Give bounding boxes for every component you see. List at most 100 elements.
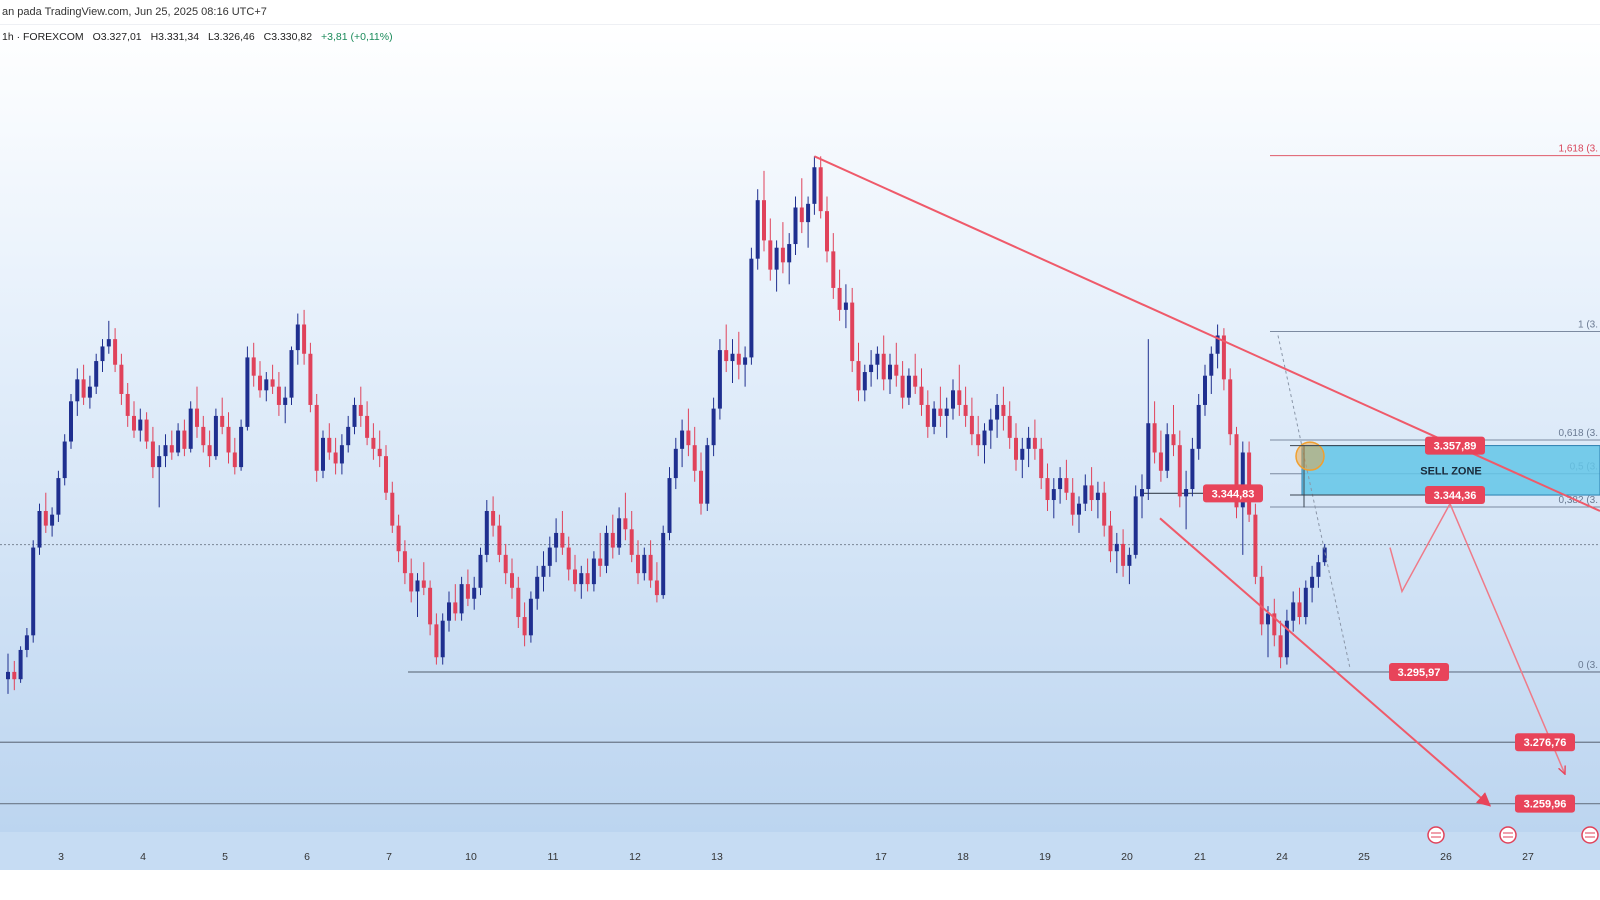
candle-body <box>276 386 281 405</box>
candle-body <box>1146 423 1151 490</box>
price-pill-1 <box>1203 484 1263 503</box>
candle-body <box>195 408 199 427</box>
candle-body <box>201 426 206 446</box>
candle-body <box>132 415 136 431</box>
candle-body <box>554 532 559 548</box>
candle-body <box>1310 576 1315 588</box>
ohlc-close: C3.330,82 <box>263 31 313 43</box>
candle-body <box>50 514 55 526</box>
candle-body <box>1316 562 1321 577</box>
candle-body <box>806 203 811 223</box>
entry-marker <box>1295 441 1325 471</box>
candle-body <box>1215 335 1220 354</box>
candle-body <box>636 554 640 574</box>
candle-body <box>1247 452 1252 515</box>
candle-body <box>1127 554 1132 566</box>
candle-body <box>1108 525 1113 552</box>
fib-label-2: 0,618 (3. <box>1559 428 1598 439</box>
candle-body <box>384 456 388 493</box>
candle-body <box>6 671 10 680</box>
candle-body <box>371 437 376 449</box>
candle-body <box>888 364 892 380</box>
candle-body <box>100 346 105 362</box>
candle-body <box>932 408 937 427</box>
candle-body <box>875 353 880 365</box>
x-tick-7: 7 <box>386 851 392 863</box>
candle-body <box>1121 543 1126 566</box>
candle-body <box>988 419 993 431</box>
sell-zone-label: SELL ZONE <box>1420 465 1482 477</box>
candle-body <box>144 419 149 442</box>
candle-body <box>1221 335 1226 380</box>
candle-body <box>264 379 269 391</box>
us-flag-icon-circle <box>1427 826 1445 844</box>
candle-body <box>780 247 785 263</box>
candle-body <box>938 408 943 416</box>
candle-body <box>730 353 735 362</box>
price-pill-text-2: 3.344,36 <box>1434 490 1477 502</box>
candle-body <box>94 361 99 387</box>
price-pill-text-1: 3.344,83 <box>1212 488 1255 500</box>
candle-body <box>957 390 962 405</box>
price-pill-5 <box>1515 794 1575 813</box>
candle-body <box>365 415 370 438</box>
candle-body <box>774 247 779 270</box>
candle-body <box>1020 448 1025 460</box>
x-tick-25: 25 <box>1358 851 1370 863</box>
candle-body <box>283 397 288 405</box>
candle-body <box>125 393 130 416</box>
candle-body <box>491 510 496 526</box>
x-tick-3: 3 <box>58 851 64 863</box>
candle-body <box>18 649 23 680</box>
candle-body <box>516 587 521 618</box>
candle-body <box>434 624 439 658</box>
us-flag-event-icon <box>1499 826 1517 844</box>
fib-label-0: 1,618 (3. <box>1559 144 1598 155</box>
x-tick-4: 4 <box>140 851 146 863</box>
candle-body <box>812 167 817 204</box>
candle-body <box>1196 404 1201 449</box>
x-tick-20: 20 <box>1121 851 1133 863</box>
descending-support-arrow <box>1159 517 1492 807</box>
retracement-dashed-line <box>1277 335 1351 669</box>
candlestick-series <box>6 156 1327 694</box>
projected-price-path <box>1389 501 1565 775</box>
ohlc-change: +3,81 (+0,11%) <box>321 31 393 43</box>
candle-body <box>642 554 647 574</box>
candle-body <box>1051 489 1056 501</box>
candle-body <box>24 635 29 650</box>
candle-body <box>270 379 275 387</box>
candle-body <box>944 408 949 416</box>
candle-body <box>339 445 344 464</box>
candle-body <box>1303 587 1308 618</box>
candle-body <box>245 357 250 427</box>
x-tick-6: 6 <box>304 851 310 863</box>
candle-body <box>213 415 218 457</box>
candle-body <box>1007 415 1012 438</box>
candle-body <box>699 470 703 504</box>
candle-body <box>510 573 514 588</box>
x-tick-26: 26 <box>1440 851 1452 863</box>
candle-body <box>346 426 351 446</box>
candle-body <box>661 532 666 596</box>
candle-body <box>415 580 420 592</box>
candle-body <box>1077 503 1081 515</box>
x-tick-19: 19 <box>1039 851 1051 863</box>
candle-body <box>1102 492 1107 526</box>
candle-body <box>1190 448 1195 490</box>
candle-body <box>976 434 981 446</box>
candle-body <box>409 573 414 592</box>
candle-body <box>302 324 307 354</box>
candle-body <box>1001 404 1006 416</box>
symbol-interval[interactable]: 1h · FOREXCOM <box>2 31 84 43</box>
candle-body <box>421 580 426 588</box>
ohlc-legend: 1h · FOREXCOM O3.327,01 H3.331,34 L3.326… <box>2 26 399 48</box>
candle-body <box>969 415 974 435</box>
candle-body <box>465 584 470 599</box>
candle-body <box>226 426 231 453</box>
candle-body <box>799 207 804 223</box>
candle-body <box>680 430 685 449</box>
candle-body <box>541 565 546 577</box>
